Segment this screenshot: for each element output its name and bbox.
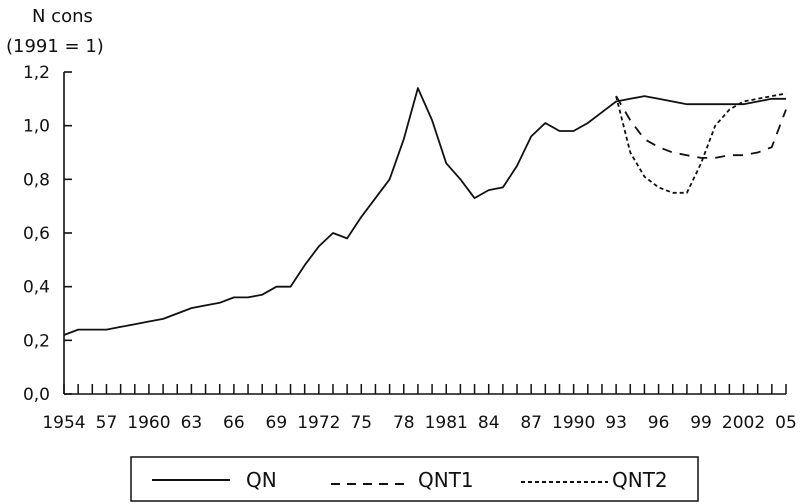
y-tick-label: 0,2 <box>23 331 50 351</box>
y-tick-label: 0,4 <box>23 278 50 298</box>
series-line-qn <box>63 87 786 336</box>
x-tick-label: 1972 <box>297 413 340 433</box>
y-axis-title-line1: N cons <box>32 6 93 27</box>
x-tick-label: 99 <box>690 413 712 433</box>
y-axis-title-line2: (1991 = 1) <box>6 36 104 57</box>
plot-area <box>63 87 787 336</box>
x-tick-label: 1981 <box>425 413 468 433</box>
x-tick-label: 87 <box>520 413 542 433</box>
x-tick-label: 57 <box>96 413 118 433</box>
x-tick-label: 96 <box>648 413 670 433</box>
legend-label-qnt2: QNT2 <box>612 468 668 492</box>
x-tick-label: 63 <box>181 413 203 433</box>
x-tick-label: 05 <box>775 413 797 433</box>
y-tick-label: 1,2 <box>23 63 50 83</box>
x-tick-label: 66 <box>223 413 245 433</box>
y-tick-label: 0,0 <box>23 385 50 405</box>
legend: QN QNT1 QNT2 <box>130 456 699 502</box>
x-tick-label: 84 <box>478 413 500 433</box>
x-tick-label: 1954 <box>42 413 85 433</box>
axes: 0,0 0,2 0,4 0,6 0,8 1,0 1,2 1954 57 1960 63 66 69 197… <box>23 63 797 433</box>
series-line-qnt2 <box>615 92 787 194</box>
x-tick-label: 2002 <box>722 413 765 433</box>
legend-label-qnt1: QNT1 <box>418 468 474 492</box>
x-tick-label: 75 <box>350 413 372 433</box>
legend-label-qn: QN <box>246 468 277 492</box>
x-tick-label: 69 <box>266 413 288 433</box>
x-tick-label: 1960 <box>127 413 170 433</box>
y-tick-label: 0,8 <box>23 170 50 190</box>
y-tick-label: 0,6 <box>23 224 50 244</box>
x-tick-label: 78 <box>393 413 415 433</box>
x-tick-label: 1990 <box>552 413 595 433</box>
y-tick-label: 1,0 <box>23 117 50 137</box>
x-tick-label: 93 <box>605 413 627 433</box>
series-line-qnt1 <box>615 95 787 159</box>
